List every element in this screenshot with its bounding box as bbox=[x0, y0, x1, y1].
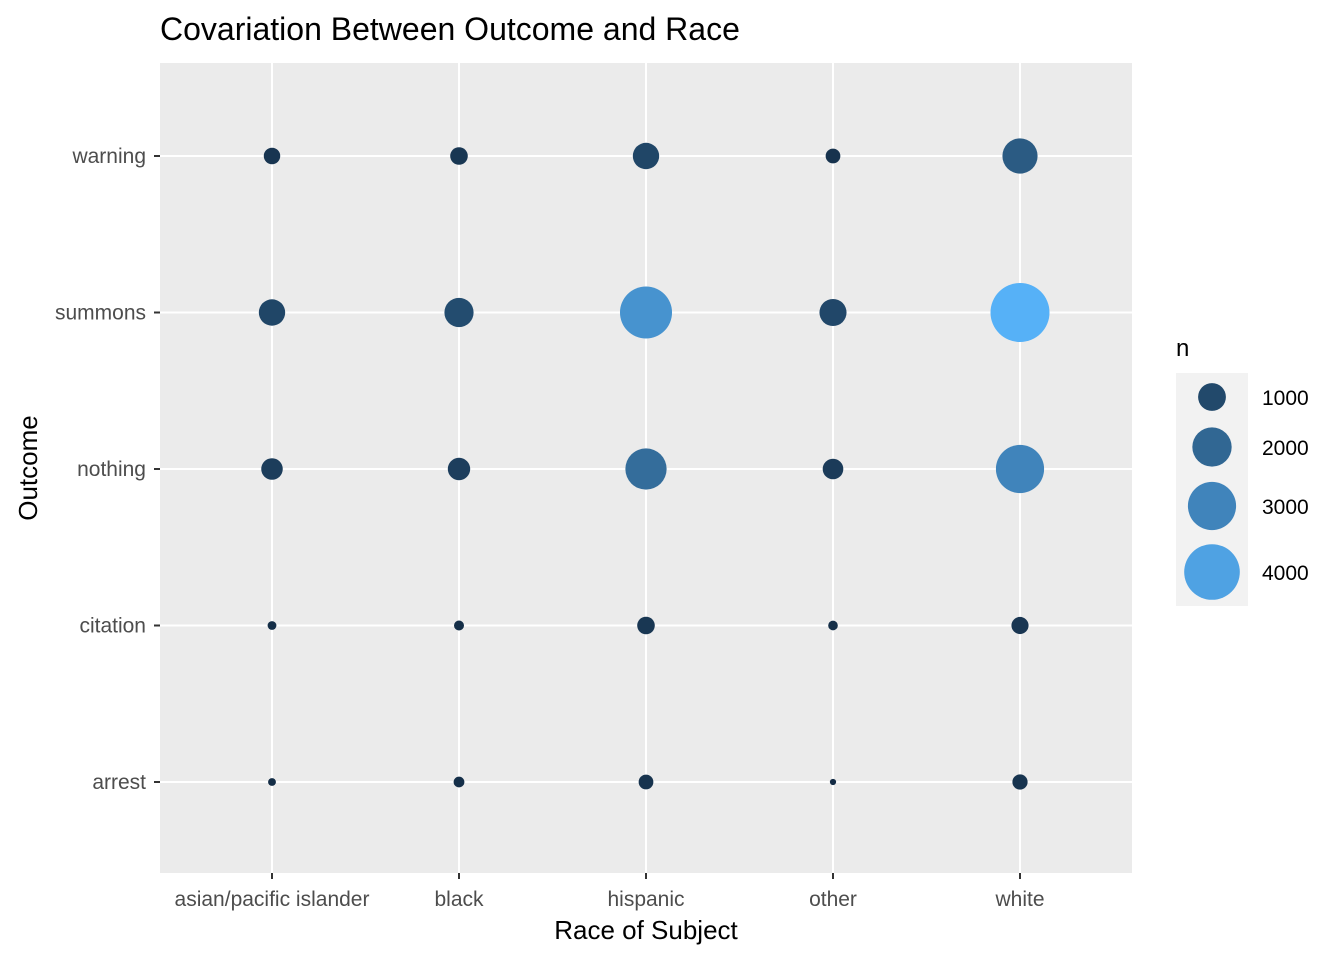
data-point bbox=[990, 283, 1050, 342]
legend-title: n bbox=[1176, 335, 1189, 362]
legend-key-point bbox=[1187, 481, 1237, 531]
legend-keys: 1000 2000 3000 4000 bbox=[1184, 383, 1309, 600]
data-point bbox=[819, 298, 847, 327]
data-point bbox=[829, 778, 837, 786]
data-point bbox=[453, 776, 465, 788]
data-point bbox=[1002, 138, 1038, 174]
x-tick-label: hispanic bbox=[607, 888, 684, 911]
data-point bbox=[447, 457, 471, 481]
data-point bbox=[625, 448, 667, 490]
legend-key-point bbox=[1198, 383, 1226, 411]
data-point bbox=[828, 620, 838, 631]
chart-title: Covariation Between Outcome and Race bbox=[160, 11, 740, 47]
y-tick-label: citation bbox=[79, 615, 146, 638]
x-axis-ticks: asian/pacific islander black hispanic other… bbox=[175, 873, 1045, 911]
data-point bbox=[261, 458, 283, 480]
legend-key-label: 3000 bbox=[1262, 496, 1309, 519]
legend-key-label: 1000 bbox=[1262, 387, 1309, 410]
legend-key-label: 2000 bbox=[1262, 437, 1309, 460]
data-point bbox=[258, 299, 286, 326]
x-tick-label: other bbox=[809, 888, 857, 911]
legend-key-point bbox=[1192, 427, 1232, 467]
data-points bbox=[258, 138, 1050, 790]
legend: n 1000 2000 3000 4000 bbox=[1176, 335, 1309, 606]
data-point bbox=[632, 142, 660, 170]
data-point bbox=[1012, 774, 1028, 790]
x-axis-title: Race of Subject bbox=[554, 915, 738, 945]
x-tick-label: black bbox=[434, 888, 484, 911]
data-point bbox=[263, 147, 281, 165]
data-point bbox=[637, 616, 655, 635]
legend-key-label: 4000 bbox=[1262, 562, 1309, 585]
y-tick-label: nothing bbox=[77, 458, 146, 481]
x-tick-label: white bbox=[994, 888, 1044, 911]
data-point bbox=[444, 297, 474, 328]
data-point bbox=[1011, 616, 1029, 635]
data-point bbox=[638, 774, 654, 790]
data-point bbox=[822, 458, 844, 480]
legend-key-point bbox=[1184, 544, 1240, 600]
y-tick-label: summons bbox=[55, 302, 146, 325]
y-axis-ticks: arrest citation nothing summons warning bbox=[55, 145, 160, 794]
x-tick-label: asian/pacific islander bbox=[175, 888, 370, 911]
data-point bbox=[995, 444, 1045, 494]
data-point bbox=[268, 778, 276, 786]
data-point bbox=[619, 286, 673, 339]
data-point bbox=[450, 147, 468, 165]
data-point bbox=[825, 148, 841, 164]
y-tick-label: arrest bbox=[92, 771, 146, 794]
data-point bbox=[453, 620, 465, 631]
data-point bbox=[267, 621, 277, 630]
y-axis-title: Outcome bbox=[13, 415, 43, 521]
y-tick-label: warning bbox=[71, 145, 146, 168]
